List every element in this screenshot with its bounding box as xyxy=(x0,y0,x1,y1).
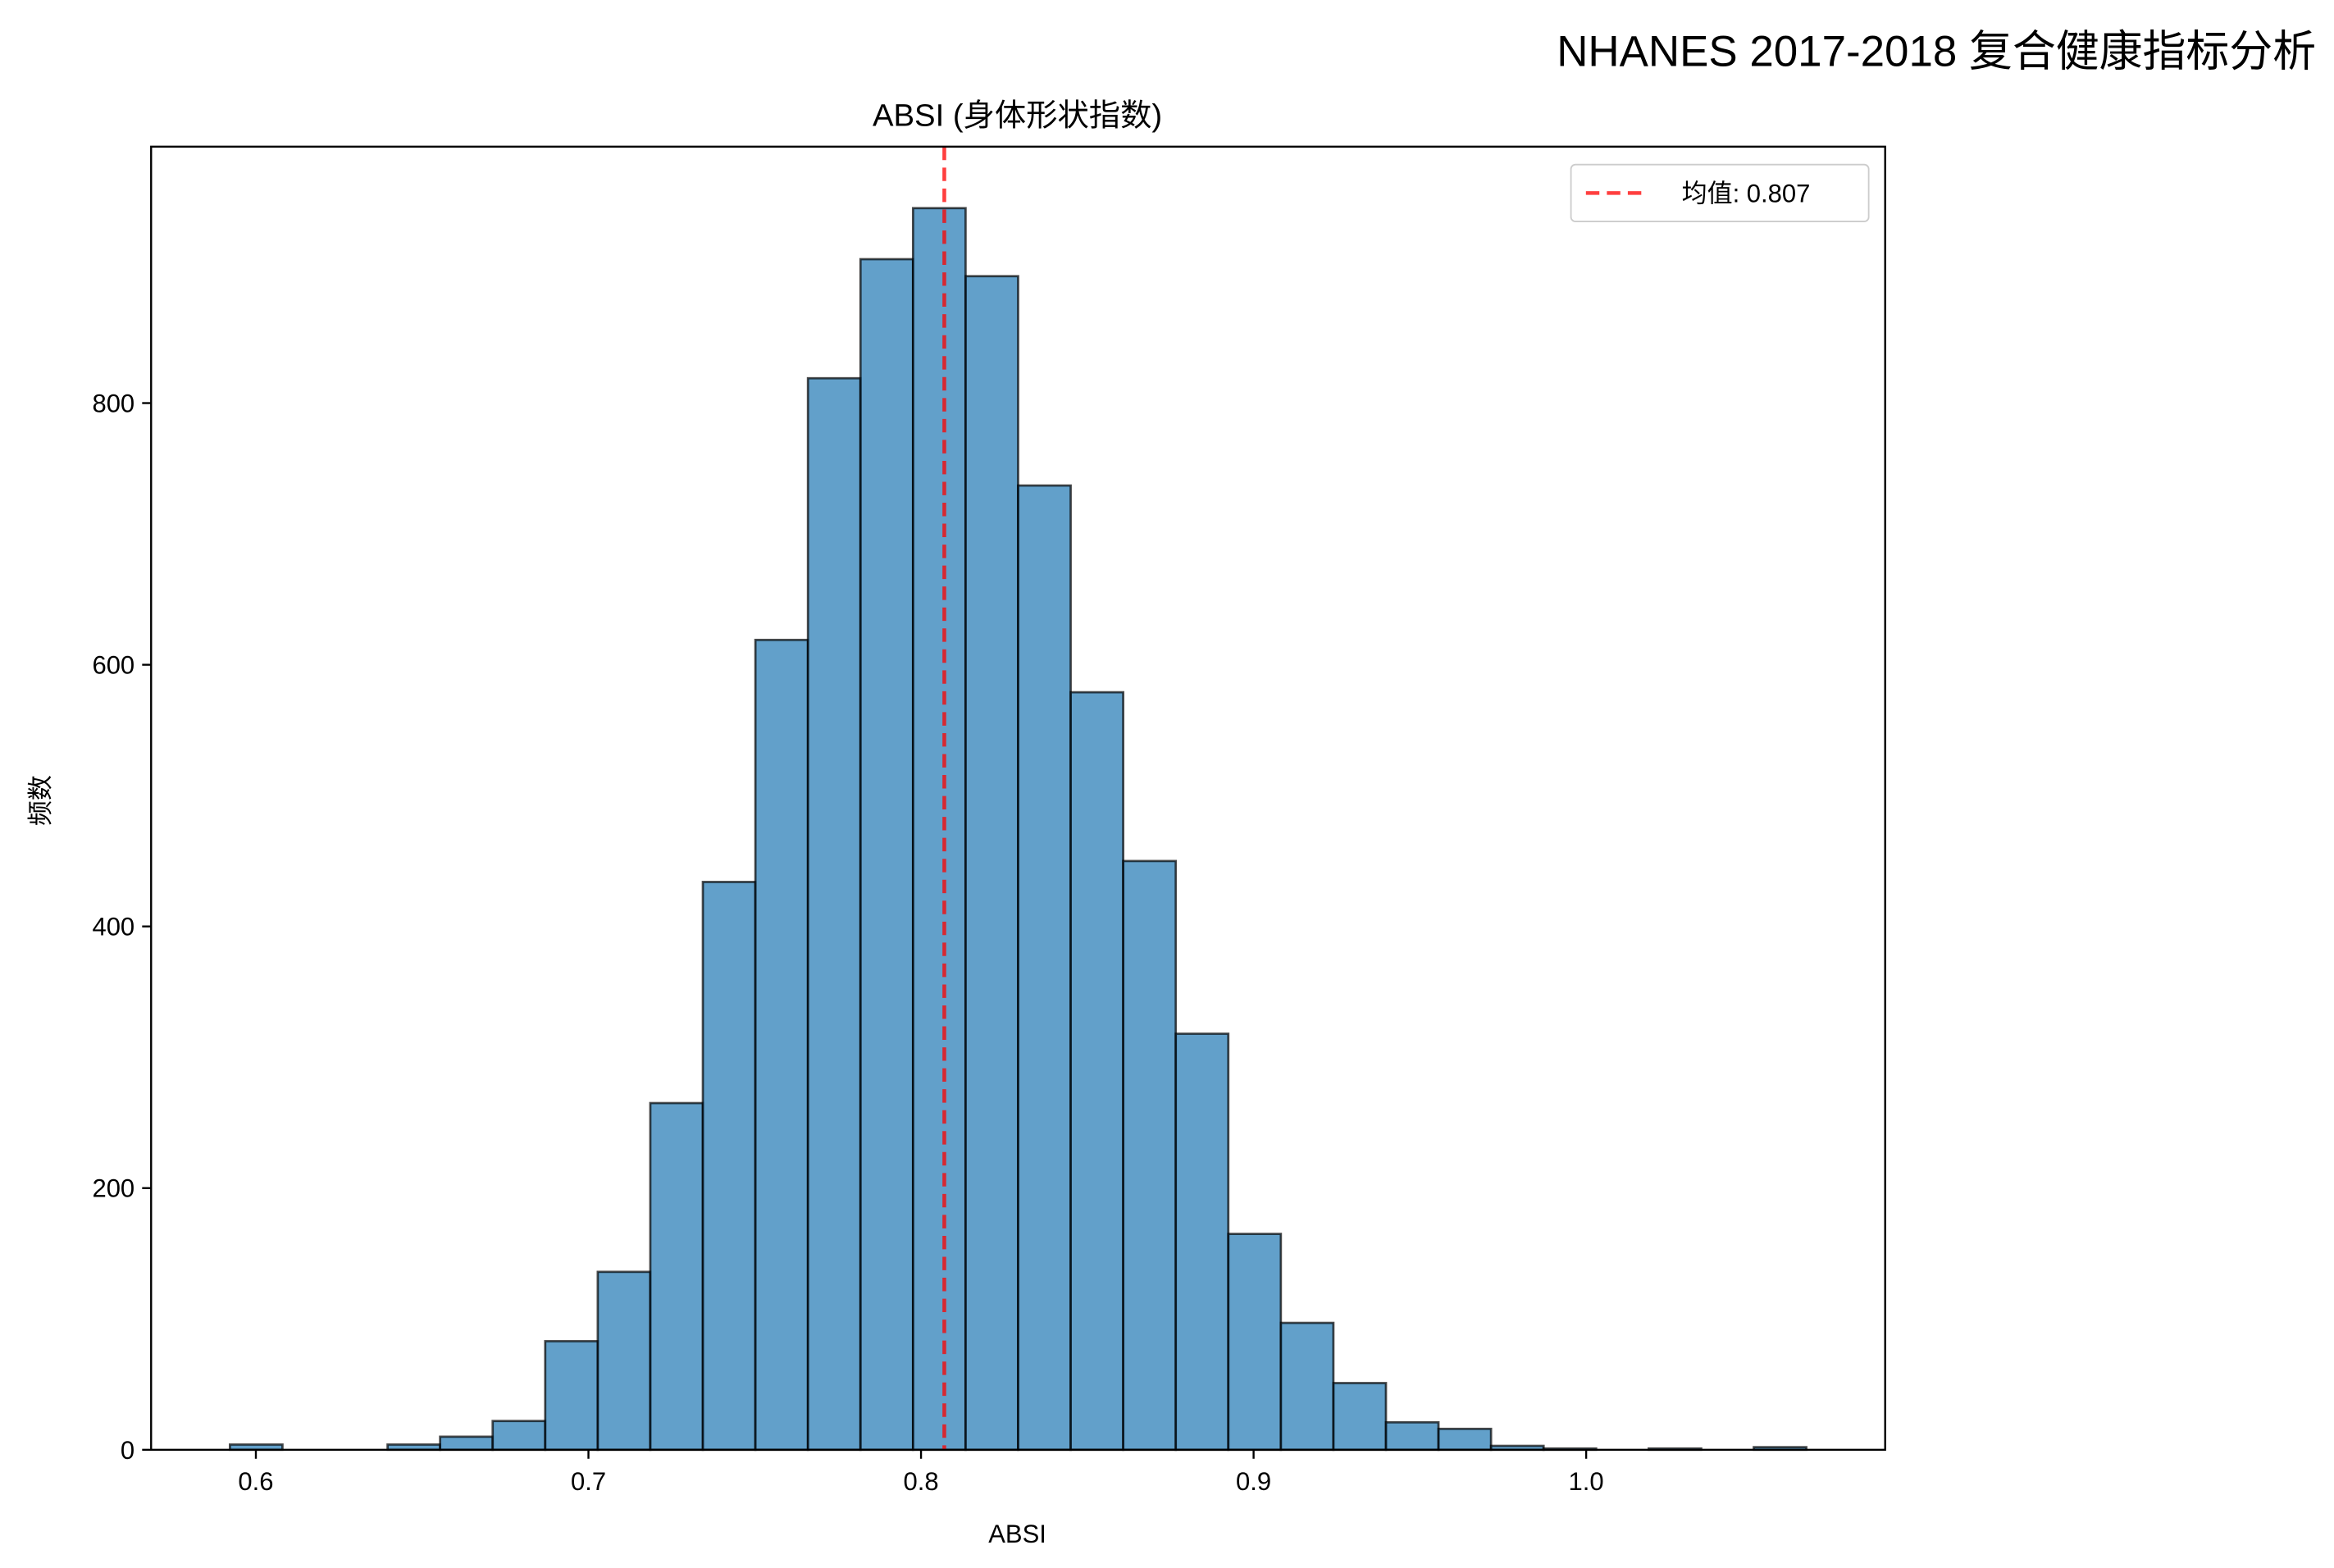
histogram-bar xyxy=(544,1340,599,1452)
histogram-bar xyxy=(964,275,1019,1452)
y-tick-label: 400 xyxy=(92,913,134,941)
histogram-bar xyxy=(649,1101,704,1452)
histogram-bar xyxy=(1279,1321,1335,1452)
chart-title: ABSI (身体形状指数) xyxy=(873,98,1162,133)
histogram-bar xyxy=(806,376,862,1452)
histogram-bar xyxy=(1332,1382,1388,1452)
plot-frame xyxy=(150,145,1886,1452)
y-tick-label: 200 xyxy=(92,1174,134,1203)
y-tick-label: 0 xyxy=(121,1436,134,1465)
y-axis: 0 200 400 600 800 xyxy=(92,389,152,1465)
legend-label: 均值: 0.807 xyxy=(1682,179,1811,207)
x-axis: 0.6 0.7 0.8 0.9 1.0 xyxy=(238,1449,1604,1496)
histogram-bar xyxy=(1069,691,1124,1452)
histogram-bar xyxy=(859,258,914,1452)
y-tick-label: 600 xyxy=(92,651,134,680)
figure-suptitle: NHANES 2017-2018 复合健康指标分析 xyxy=(1557,27,2316,75)
y-axis-label: 频数 xyxy=(26,775,55,826)
histogram-bar xyxy=(596,1270,652,1452)
histogram-bar xyxy=(1227,1233,1283,1452)
x-tick-label: 0.7 xyxy=(571,1467,606,1496)
histogram-bar xyxy=(1017,484,1072,1452)
legend-box xyxy=(1570,163,1870,222)
x-tick-label: 0.9 xyxy=(1236,1467,1271,1496)
histogram-bar xyxy=(1437,1427,1493,1452)
histogram-bar xyxy=(754,638,809,1452)
legend: 均值: 0.807 xyxy=(1570,163,1870,222)
histogram-bar xyxy=(439,1435,495,1452)
bars-group xyxy=(229,207,1807,1452)
x-tick-label: 0.6 xyxy=(238,1467,273,1496)
histogram-bar xyxy=(911,207,967,1452)
x-axis-label: ABSI xyxy=(988,1520,1046,1548)
histogram-bar xyxy=(1384,1420,1440,1452)
histogram-bar xyxy=(1174,1032,1230,1452)
y-tick-label: 800 xyxy=(92,389,134,417)
x-tick-label: 1.0 xyxy=(1569,1467,1604,1496)
histogram-bar xyxy=(701,881,757,1452)
histogram-bar xyxy=(1122,859,1178,1452)
histogram-bar xyxy=(491,1420,547,1452)
x-tick-label: 0.8 xyxy=(904,1467,939,1496)
